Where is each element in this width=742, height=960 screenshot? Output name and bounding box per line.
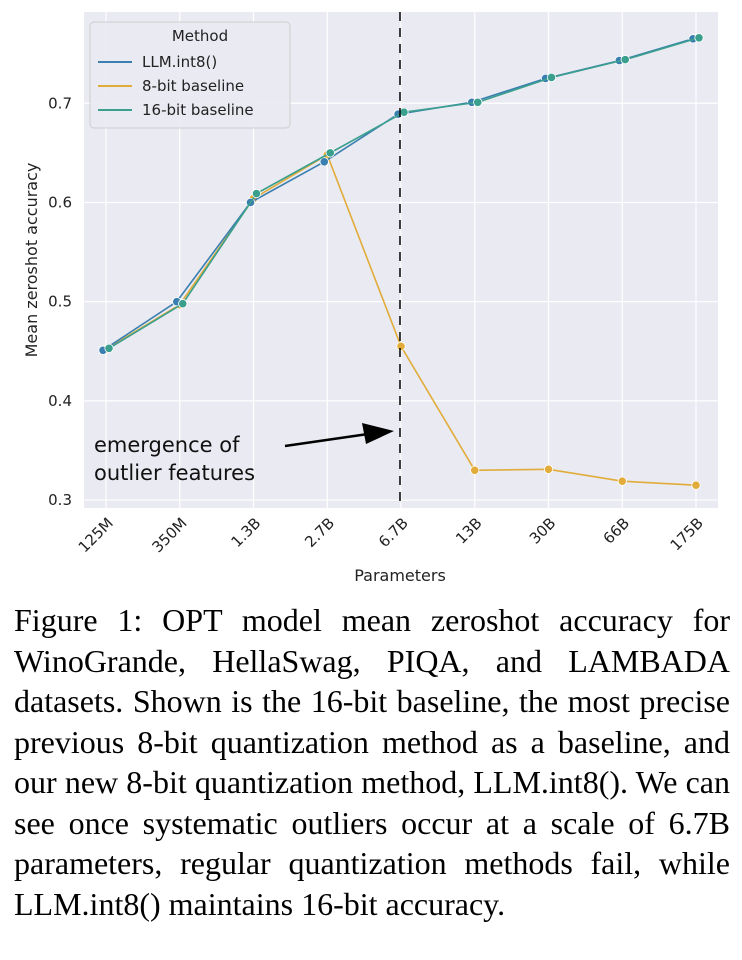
x-tick-label: 6.7B (375, 514, 412, 551)
x-tick-label: 1.3B (227, 514, 264, 551)
data-point-16-bit-baseline (473, 97, 483, 107)
legend-label-16bit-baseline: 16-bit baseline (142, 101, 254, 119)
y-tick-label: 0.5 (48, 293, 72, 311)
data-point-16-bit-baseline (104, 343, 114, 353)
x-tick-label: 125M (75, 514, 117, 556)
data-point-16-bit-baseline (694, 33, 704, 43)
x-tick-label: 2.7B (301, 514, 338, 551)
data-point-16-bit-baseline (325, 148, 335, 158)
legend: Method LLM.int8() 8-bit baseline 16-bit … (89, 21, 291, 129)
y-tick-label: 0.3 (48, 491, 72, 509)
data-point-8-bit-baseline (543, 464, 554, 474)
data-point-16-bit-baseline (620, 55, 630, 65)
data-point-16-bit-baseline (178, 299, 188, 309)
x-tick-label: 175B (667, 514, 707, 554)
legend-label-llm-int8: LLM.int8() (142, 53, 217, 71)
y-axis-label: Mean zeroshot accuracy (22, 163, 41, 358)
data-point-16-bit-baseline (546, 72, 557, 83)
data-point-16-bit-baseline (251, 188, 262, 199)
data-point-16-bit-baseline (399, 107, 409, 117)
annotation-arrow (284, 423, 394, 448)
annotation-line-2: outlier features (94, 461, 255, 485)
y-tick-label: 0.7 (48, 94, 72, 112)
figure-caption: Figure 1: OPT model mean zeroshot accura… (14, 602, 730, 922)
data-point-8-bit-baseline (470, 465, 480, 475)
x-tick-label: 13B (452, 514, 486, 548)
chart-figure: 0.3 0.4 0.5 0.6 0.7 125M 350M 1.3B 2.7B 6.7B 13B 30… (22, 12, 718, 585)
x-tick-label: 350M (148, 514, 190, 556)
x-axis-label: Parameters (354, 566, 446, 585)
data-point-8-bit-baseline (396, 341, 406, 351)
x-tick-label: 66B (600, 514, 634, 548)
series-layer (98, 33, 704, 490)
annotation-line-1: emergence of (94, 433, 240, 457)
data-point-llm-int8 (319, 157, 329, 167)
data-point-8-bit-baseline (617, 476, 627, 486)
x-tick-label: 30B (526, 514, 560, 548)
data-point-8-bit-baseline (691, 480, 701, 490)
legend-title: Method (172, 27, 228, 45)
legend-label-8bit-baseline: 8-bit baseline (142, 77, 244, 95)
y-tick-label: 0.4 (48, 392, 72, 410)
y-tick-label: 0.6 (48, 193, 72, 211)
